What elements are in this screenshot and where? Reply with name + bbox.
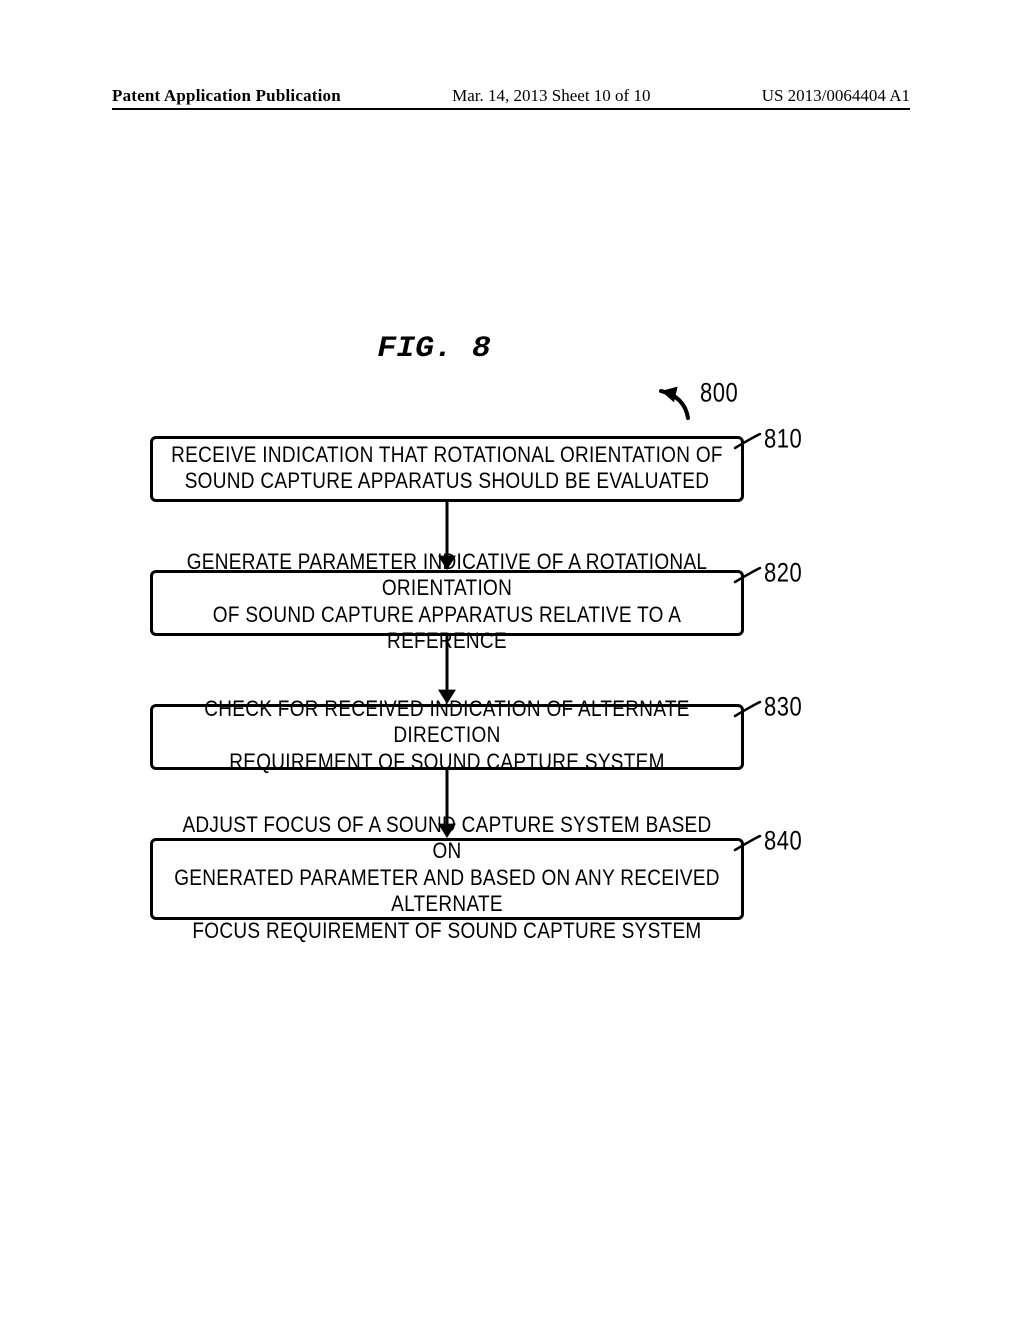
figure-8: FIG. 8 800RECEIVE INDICATION THAT ROTATI… — [0, 0, 1024, 1320]
flow-box-820: GENERATE PARAMETER INDICATIVE OF A ROTAT… — [150, 570, 744, 636]
ref-label-810: 810 — [764, 423, 802, 454]
ref-label-800: 800 — [700, 377, 738, 408]
ref-label-840: 840 — [764, 825, 802, 856]
flow-box-text-810: RECEIVE INDICATION THAT ROTATIONAL ORIEN… — [171, 443, 723, 496]
flow-box-830: CHECK FOR RECEIVED INDICATION OF ALTERNA… — [150, 704, 744, 770]
flow-box-text-820: GENERATE PARAMETER INDICATIVE OF A ROTAT… — [171, 550, 723, 656]
ref-label-820: 820 — [764, 557, 802, 588]
flowchart-svg — [0, 0, 1024, 1320]
flow-box-text-840: ADJUST FOCUS OF A SOUND CAPTURE SYSTEM B… — [171, 813, 723, 945]
flow-box-840: ADJUST FOCUS OF A SOUND CAPTURE SYSTEM B… — [150, 838, 744, 920]
flow-box-810: RECEIVE INDICATION THAT ROTATIONAL ORIEN… — [150, 436, 744, 502]
ref-label-830: 830 — [764, 691, 802, 722]
flow-box-text-830: CHECK FOR RECEIVED INDICATION OF ALTERNA… — [171, 697, 723, 776]
